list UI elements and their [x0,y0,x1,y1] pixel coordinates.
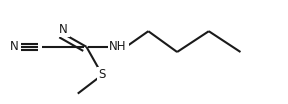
Text: N: N [59,23,68,36]
Text: NH: NH [109,40,127,53]
Text: N: N [10,40,19,53]
Text: S: S [98,68,106,81]
